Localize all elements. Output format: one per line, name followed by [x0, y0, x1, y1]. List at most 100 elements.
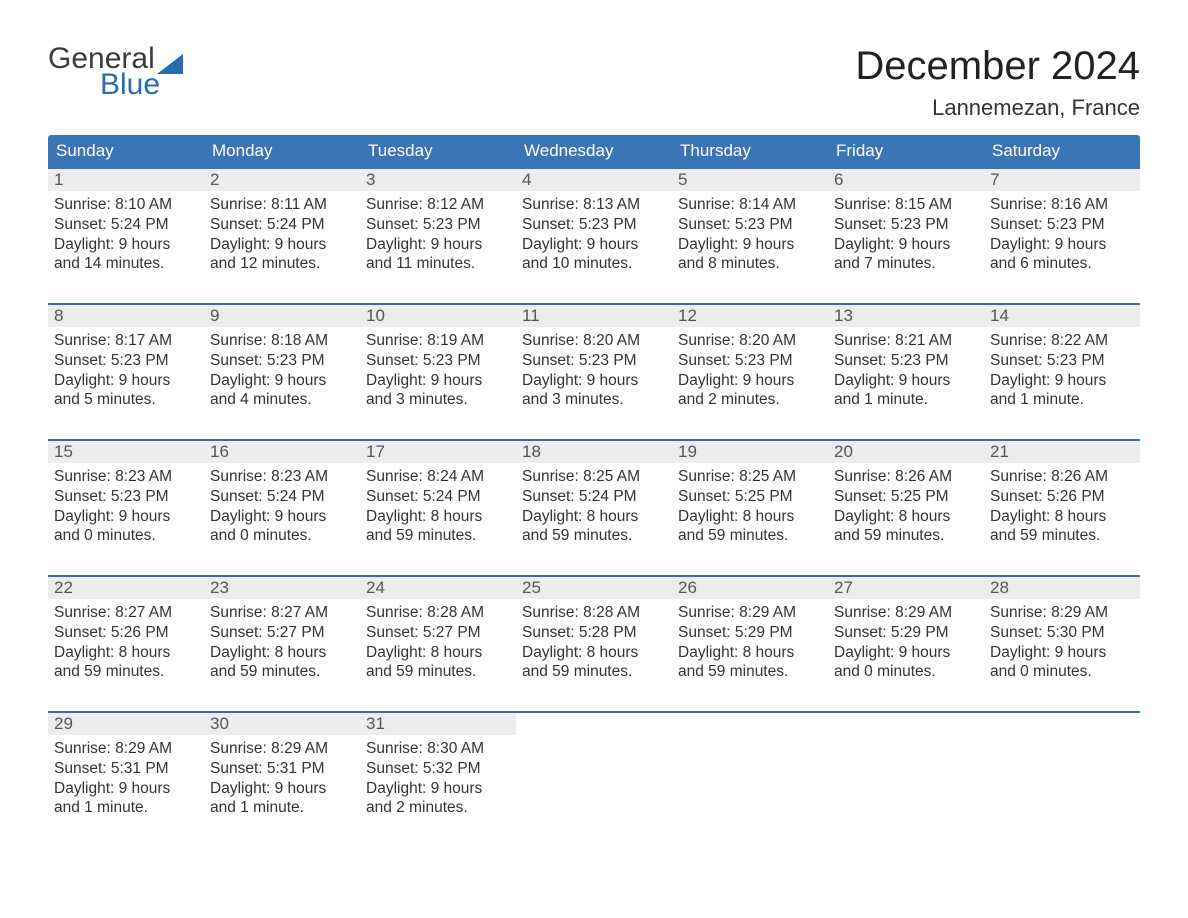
sunset-line: Sunset: 5:23 PM — [54, 351, 198, 371]
day-cell: 23Sunrise: 8:27 AMSunset: 5:27 PMDayligh… — [204, 577, 360, 689]
d1-line: Daylight: 9 hours — [522, 235, 666, 255]
day-number: 8 — [48, 305, 204, 327]
sunset-line: Sunset: 5:23 PM — [678, 351, 822, 371]
sunrise-line: Sunrise: 8:29 AM — [990, 603, 1134, 623]
d2-line: and 59 minutes. — [834, 526, 978, 546]
day-cell — [516, 713, 672, 825]
day-number: 21 — [984, 441, 1140, 463]
weeks-container: 1Sunrise: 8:10 AMSunset: 5:24 PMDaylight… — [48, 169, 1140, 825]
day-cell: 11Sunrise: 8:20 AMSunset: 5:23 PMDayligh… — [516, 305, 672, 417]
sunrise-line: Sunrise: 8:21 AM — [834, 331, 978, 351]
dow-wednesday: Wednesday — [516, 135, 672, 169]
d1-line: Daylight: 8 hours — [522, 643, 666, 663]
day-cell: 20Sunrise: 8:26 AMSunset: 5:25 PMDayligh… — [828, 441, 984, 553]
day-number: 28 — [984, 577, 1140, 599]
sunrise-line: Sunrise: 8:14 AM — [678, 195, 822, 215]
day-cell: 6Sunrise: 8:15 AMSunset: 5:23 PMDaylight… — [828, 169, 984, 281]
day-number: 5 — [672, 169, 828, 191]
sunrise-line: Sunrise: 8:20 AM — [522, 331, 666, 351]
d1-line: Daylight: 9 hours — [210, 507, 354, 527]
day-body: Sunrise: 8:20 AMSunset: 5:23 PMDaylight:… — [516, 327, 672, 410]
d2-line: and 1 minute. — [54, 798, 198, 818]
day-cell: 13Sunrise: 8:21 AMSunset: 5:23 PMDayligh… — [828, 305, 984, 417]
d1-line: Daylight: 9 hours — [366, 779, 510, 799]
sunrise-line: Sunrise: 8:20 AM — [678, 331, 822, 351]
day-cell: 19Sunrise: 8:25 AMSunset: 5:25 PMDayligh… — [672, 441, 828, 553]
sunrise-line: Sunrise: 8:26 AM — [834, 467, 978, 487]
sunrise-line: Sunrise: 8:12 AM — [366, 195, 510, 215]
sunset-line: Sunset: 5:23 PM — [366, 215, 510, 235]
day-cell — [828, 713, 984, 825]
d2-line: and 3 minutes. — [366, 390, 510, 410]
sunrise-line: Sunrise: 8:19 AM — [366, 331, 510, 351]
d1-line: Daylight: 9 hours — [834, 371, 978, 391]
sail-icon — [157, 50, 183, 70]
day-body: Sunrise: 8:28 AMSunset: 5:28 PMDaylight:… — [516, 599, 672, 682]
day-body: Sunrise: 8:13 AMSunset: 5:23 PMDaylight:… — [516, 191, 672, 274]
day-cell: 15Sunrise: 8:23 AMSunset: 5:23 PMDayligh… — [48, 441, 204, 553]
day-number: 14 — [984, 305, 1140, 327]
day-number: 17 — [360, 441, 516, 463]
location: Lannemezan, France — [855, 95, 1140, 121]
d1-line: Daylight: 9 hours — [990, 643, 1134, 663]
sunset-line: Sunset: 5:32 PM — [366, 759, 510, 779]
d2-line: and 12 minutes. — [210, 254, 354, 274]
day-cell: 9Sunrise: 8:18 AMSunset: 5:23 PMDaylight… — [204, 305, 360, 417]
day-number: 30 — [204, 713, 360, 735]
sunrise-line: Sunrise: 8:23 AM — [54, 467, 198, 487]
week-row: 8Sunrise: 8:17 AMSunset: 5:23 PMDaylight… — [48, 303, 1140, 417]
day-body — [672, 715, 828, 719]
sunrise-line: Sunrise: 8:22 AM — [990, 331, 1134, 351]
sunset-line: Sunset: 5:26 PM — [54, 623, 198, 643]
day-number: 29 — [48, 713, 204, 735]
header: General Blue December 2024 Lannemezan, F… — [48, 44, 1140, 121]
day-number: 6 — [828, 169, 984, 191]
day-cell: 27Sunrise: 8:29 AMSunset: 5:29 PMDayligh… — [828, 577, 984, 689]
day-number: 22 — [48, 577, 204, 599]
day-number: 27 — [828, 577, 984, 599]
d2-line: and 1 minute. — [990, 390, 1134, 410]
d1-line: Daylight: 8 hours — [54, 643, 198, 663]
sunrise-line: Sunrise: 8:18 AM — [210, 331, 354, 351]
d1-line: Daylight: 9 hours — [54, 507, 198, 527]
day-number: 18 — [516, 441, 672, 463]
d2-line: and 2 minutes. — [678, 390, 822, 410]
d1-line: Daylight: 9 hours — [210, 371, 354, 391]
sunset-line: Sunset: 5:23 PM — [366, 351, 510, 371]
day-cell: 24Sunrise: 8:28 AMSunset: 5:27 PMDayligh… — [360, 577, 516, 689]
day-cell: 30Sunrise: 8:29 AMSunset: 5:31 PMDayligh… — [204, 713, 360, 825]
day-number: 19 — [672, 441, 828, 463]
d1-line: Daylight: 9 hours — [54, 779, 198, 799]
sunset-line: Sunset: 5:23 PM — [834, 351, 978, 371]
day-cell: 3Sunrise: 8:12 AMSunset: 5:23 PMDaylight… — [360, 169, 516, 281]
day-number: 15 — [48, 441, 204, 463]
sunset-line: Sunset: 5:27 PM — [366, 623, 510, 643]
sunset-line: Sunset: 5:31 PM — [54, 759, 198, 779]
sunset-line: Sunset: 5:23 PM — [990, 215, 1134, 235]
d2-line: and 0 minutes. — [990, 662, 1134, 682]
sunset-line: Sunset: 5:30 PM — [990, 623, 1134, 643]
d1-line: Daylight: 9 hours — [366, 371, 510, 391]
day-body: Sunrise: 8:20 AMSunset: 5:23 PMDaylight:… — [672, 327, 828, 410]
d1-line: Daylight: 9 hours — [834, 643, 978, 663]
dow-tuesday: Tuesday — [360, 135, 516, 169]
d1-line: Daylight: 8 hours — [210, 643, 354, 663]
d1-line: Daylight: 8 hours — [366, 507, 510, 527]
day-body: Sunrise: 8:27 AMSunset: 5:26 PMDaylight:… — [48, 599, 204, 682]
sunrise-line: Sunrise: 8:29 AM — [834, 603, 978, 623]
sunset-line: Sunset: 5:23 PM — [522, 351, 666, 371]
sunrise-line: Sunrise: 8:29 AM — [210, 739, 354, 759]
sunrise-line: Sunrise: 8:25 AM — [678, 467, 822, 487]
day-number: 10 — [360, 305, 516, 327]
d1-line: Daylight: 9 hours — [990, 371, 1134, 391]
day-body: Sunrise: 8:19 AMSunset: 5:23 PMDaylight:… — [360, 327, 516, 410]
sunrise-line: Sunrise: 8:27 AM — [210, 603, 354, 623]
d1-line: Daylight: 9 hours — [678, 235, 822, 255]
day-cell — [984, 713, 1140, 825]
d2-line: and 0 minutes. — [210, 526, 354, 546]
d2-line: and 10 minutes. — [522, 254, 666, 274]
week-row: 29Sunrise: 8:29 AMSunset: 5:31 PMDayligh… — [48, 711, 1140, 825]
sunset-line: Sunset: 5:25 PM — [678, 487, 822, 507]
month-title: December 2024 — [855, 44, 1140, 89]
day-cell: 12Sunrise: 8:20 AMSunset: 5:23 PMDayligh… — [672, 305, 828, 417]
